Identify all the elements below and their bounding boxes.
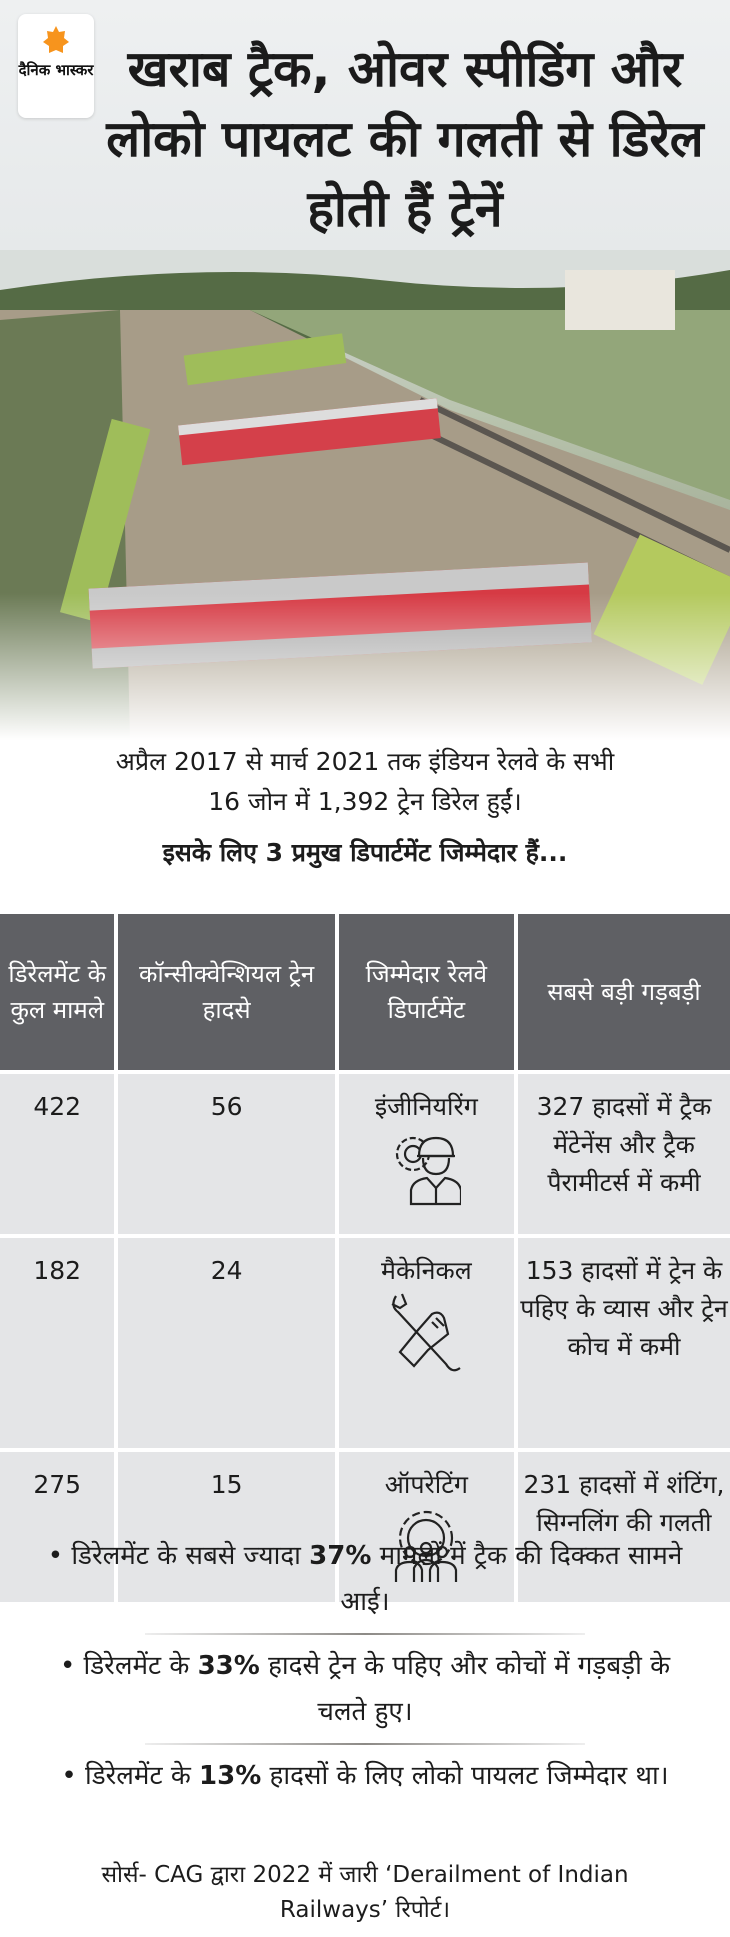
cell-department: इंजीनियरिंग (338, 1074, 514, 1234)
cell-issue: 327 हादसों में ट्रैक मेंटेनेंस और ट्रैक … (517, 1074, 730, 1234)
divider (145, 1743, 585, 1745)
finding-item: • डिरेलमेंट के 33% हादसे ट्रेन के पहिए औ… (40, 1635, 690, 1743)
cell-total: 182 (0, 1238, 115, 1448)
finding-text: हादसे ट्रेन के पहिए और कोचों में गड़बड़ी… (259, 1651, 671, 1727)
header-total: डिरेलमेंट के कुल मामले (0, 914, 115, 1070)
finding-percent: 37% (309, 1541, 372, 1571)
header-department: जिम्मेदार रेलवे डिपार्टमेंट (338, 914, 514, 1070)
finding-item: • डिरेलमेंट के 13% हादसों के लिए लोको पा… (40, 1745, 690, 1807)
department-name: इंजीनियरिंग (374, 1092, 478, 1121)
departments-table: डिरेलमेंट के कुल मामले कॉन्सीक्वेन्शियल … (0, 910, 730, 1606)
cell-total: 422 (0, 1074, 115, 1234)
header-consequential: कॉन्सीक्वेन्शियल ट्रेन हादसे (118, 914, 335, 1070)
engineer-icon (396, 1136, 463, 1206)
divider (145, 1633, 585, 1635)
derailment-photo (0, 250, 730, 740)
cell-issue: 153 हादसों में ट्रेन के पहिए के व्यास और… (517, 1238, 730, 1448)
intro-subheading: इसके लिए 3 प्रमुख डिपार्टमेंट जिम्मेदार … (162, 838, 568, 867)
finding-percent: 13% (199, 1761, 262, 1791)
dainik-bhaskar-logo: दैनिक भास्कर (18, 14, 94, 118)
finding-text: मामलों में ट्रैक की दिक्कत सामने आई। (340, 1541, 683, 1617)
department-name: मैकेनिकल (381, 1256, 472, 1285)
cell-total: 275 (0, 1452, 115, 1602)
finding-text: • डिरेलमेंट के सबसे ज्यादा (47, 1541, 310, 1571)
table-row: 275 15 ऑपरेटिंग 231 हादसों में शंटिंग, स… (0, 1452, 730, 1602)
sun-logo-icon (43, 26, 69, 53)
intro-text: अप्रैल 2017 से मार्च 2021 तक इंडियन रेलव… (20, 742, 710, 822)
finding-text: • डिरेलमेंट के (59, 1651, 198, 1681)
department-name: ऑपरेटिंग (384, 1470, 468, 1499)
finding-item: • डिरेलमेंट के सबसे ज्यादा 37% मामलों मे… (40, 1525, 690, 1633)
table-row: 182 24 मैकेनिकल 153 हादसों में ट्रेन के … (0, 1238, 730, 1448)
cell-consequential: 56 (118, 1074, 335, 1234)
table-header-row: डिरेलमेंट के कुल मामले कॉन्सीक्वेन्शियल … (0, 914, 730, 1070)
cell-consequential: 15 (118, 1452, 335, 1602)
cell-issue: 231 हादसों में शंटिंग, सिग्नलिंग की गलती (517, 1452, 730, 1602)
source-note: सोर्स- CAG द्वारा 2022 में जारी ‘Derailm… (101, 1862, 629, 1923)
cell-department: मैकेनिकल (338, 1238, 514, 1448)
cell-consequential: 24 (118, 1238, 335, 1448)
finding-text: हादसों के लिए लोको पायलट जिम्मेदार था। (261, 1761, 669, 1791)
headline: खराब ट्रैक, ओवर स्पीडिंग और लोको पायलट क… (106, 40, 704, 238)
finding-text: • डिरेलमेंट के (61, 1761, 200, 1791)
team-gear-icon (395, 1510, 458, 1582)
finding-percent: 33% (197, 1651, 260, 1681)
wrench-hand-icon (391, 1293, 462, 1372)
key-findings: • डिरेलमेंट के सबसे ज्यादा 37% मामलों मे… (40, 1525, 690, 1807)
header-issue: सबसे बड़ी गड़बड़ी (517, 914, 730, 1070)
intro-line-2: 16 जोन में 1,392 ट्रेन डिरेल हुईं। (208, 787, 522, 816)
cell-department: ऑपरेटिंग (338, 1452, 514, 1602)
table-row: 422 56 इंजीनियरिंग 327 हादसों में ट्रैक … (0, 1074, 730, 1234)
intro-line-1: अप्रैल 2017 से मार्च 2021 तक इंडियन रेलव… (115, 747, 615, 776)
logo-text: दैनिक भास्कर (18, 61, 94, 79)
